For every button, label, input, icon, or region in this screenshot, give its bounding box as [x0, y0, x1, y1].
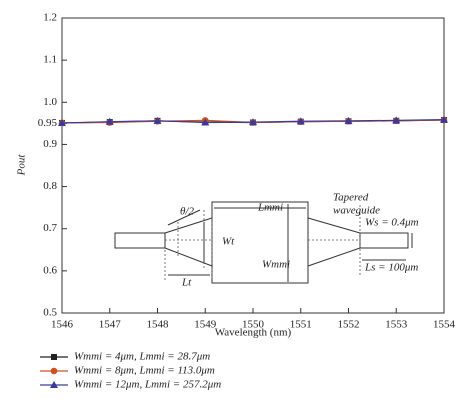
legend-label: Wmmi = 12μm, Lmmi = 257.2μm	[74, 379, 221, 391]
x-tick-label: 1548	[147, 319, 170, 331]
marker	[344, 116, 353, 124]
x-tick-label: 1547	[99, 319, 122, 331]
y-tick-label: 0.8	[43, 180, 57, 192]
marker	[440, 115, 448, 123]
x-tick-label: 1554	[433, 319, 456, 331]
x-tick-label: 1546	[51, 319, 74, 331]
marker	[249, 118, 257, 126]
diagram-label: Lmmi	[257, 202, 283, 214]
x-axis-label: Wavelength (nm)	[215, 327, 292, 339]
diagram-label: waveguide	[333, 205, 380, 217]
x-tick-label: 1552	[338, 319, 360, 331]
marker	[58, 118, 66, 126]
legend-label: Wmmi = 4μm, Lmmi = 28.7μm	[74, 351, 210, 363]
x-tick-label: 1549	[194, 319, 217, 331]
x-tick-label: 1553	[385, 319, 408, 331]
marker	[105, 117, 114, 125]
y-tick-label: 0.9	[43, 138, 57, 150]
diagram-label: θ/2	[180, 206, 194, 218]
y-tick-label: 1.1	[43, 54, 57, 66]
x-tick-label: 1551	[290, 319, 312, 331]
marker	[50, 367, 58, 375]
diagram-label: Tapered	[333, 192, 369, 204]
diagram-label: Lt	[181, 277, 192, 289]
diagram-label: Wmmi	[262, 259, 290, 271]
x-tick-label: 1550	[242, 319, 265, 331]
diagram-label: Ws = 0.4μm	[365, 217, 419, 229]
y-tick-label: 0.95	[38, 117, 58, 129]
marker	[296, 117, 305, 125]
y-tick-label: 0.7	[43, 222, 57, 234]
diagram-label: Ls = 100μm	[364, 262, 418, 274]
legend-label: Wmmi = 8μm, Lmmi = 113.0μm	[74, 365, 215, 377]
y-tick-label: 0.6	[43, 264, 57, 276]
inset-diagram	[114, 201, 413, 284]
diagram-label: Wt	[222, 236, 235, 248]
marker	[51, 354, 57, 360]
y-axis-label: Pout	[16, 154, 28, 177]
y-tick-label: 1.2	[43, 12, 57, 24]
marker	[201, 118, 210, 126]
marker	[153, 116, 162, 124]
marker	[392, 116, 401, 124]
y-tick-label: 1.0	[43, 96, 57, 108]
y-tick-label: 0.5	[43, 307, 57, 319]
marker	[50, 381, 58, 388]
